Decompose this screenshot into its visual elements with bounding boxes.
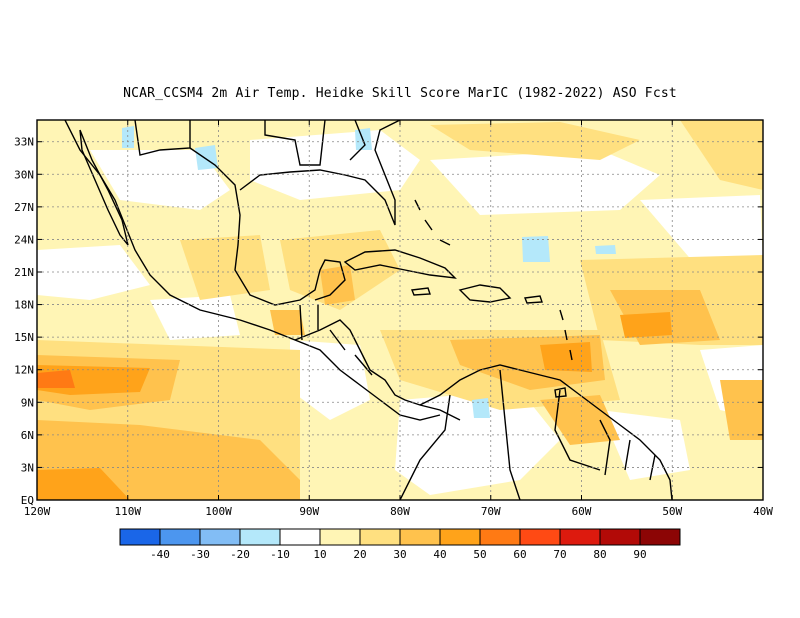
colorbar-swatch — [519, 528, 561, 546]
lon-label: 120W — [24, 505, 51, 518]
coastline — [419, 364, 673, 500]
coastline — [134, 120, 191, 156]
colorbar-label: -40 — [150, 548, 170, 561]
grid — [37, 120, 763, 500]
colorbar-label: -20 — [230, 548, 250, 561]
colorbar-label: 20 — [353, 548, 366, 561]
skill-white-area — [290, 340, 370, 420]
coastlines — [64, 120, 673, 500]
country-border — [499, 369, 521, 500]
colorbar-swatch — [279, 528, 321, 546]
colorbar-label: -10 — [270, 548, 290, 561]
skill-strong-area — [620, 312, 672, 338]
skill-field — [37, 120, 763, 500]
colorbar-label: 10 — [313, 548, 326, 561]
colorbar-swatch — [399, 528, 441, 546]
colorbar-label: -30 — [190, 548, 210, 561]
skill-negative-area — [595, 245, 616, 254]
skill-orange-area — [430, 122, 640, 160]
colorbar-swatch — [599, 528, 641, 546]
lat-label: 6N — [21, 429, 34, 442]
colorbar-swatch — [559, 528, 601, 546]
chart-title: NCAR_CCSM4 2m Air Temp. Heidke Skill Sco… — [123, 86, 677, 101]
lat-label: 3N — [21, 461, 34, 474]
us-border — [349, 120, 366, 161]
lat-label: 24N — [14, 233, 34, 246]
lon-label: 110W — [115, 505, 142, 518]
skill-medium-area — [270, 310, 305, 335]
lon-label: 40W — [753, 505, 773, 518]
coastline — [189, 147, 346, 306]
central-america-border — [299, 304, 373, 376]
coastline — [64, 120, 441, 421]
colorbar-swatch — [639, 528, 681, 546]
skill-strong-area — [37, 468, 130, 500]
colorbar-swatch — [199, 528, 241, 546]
lon-label: 50W — [662, 505, 682, 518]
skill-white-area — [150, 295, 240, 340]
colorbar-swatch — [119, 528, 161, 546]
skill-orange-area — [180, 235, 270, 300]
colorbar-label: 70 — [553, 548, 566, 561]
skill-white-area — [250, 130, 420, 200]
colorbar-swatch — [439, 528, 481, 546]
country-border — [554, 389, 601, 471]
coastline — [239, 120, 401, 226]
lat-label: 18N — [14, 299, 34, 312]
lat-label: 12N — [14, 364, 34, 377]
lat-label: 15N — [14, 331, 34, 344]
colorbar-swatch — [479, 528, 521, 546]
cuba — [343, 249, 457, 279]
bahamas — [414, 199, 451, 246]
colorbar-label: 50 — [473, 548, 486, 561]
skill-medium-area — [540, 395, 620, 445]
skill-medium-area — [320, 265, 355, 305]
skill-white-area — [430, 150, 660, 215]
skill-negative-area — [195, 145, 218, 170]
colorbar-label: 90 — [633, 548, 646, 561]
colorbar-swatch — [359, 528, 401, 546]
country-border — [399, 394, 451, 500]
lat-label: 33N — [14, 136, 34, 149]
skill-negative-area — [522, 236, 550, 262]
lat-label: 30N — [14, 168, 34, 181]
skill-negative-area — [355, 128, 372, 150]
colorbar-label: 60 — [513, 548, 526, 561]
lat-label: EQ — [21, 494, 34, 507]
us-border — [264, 120, 326, 166]
lon-label: 70W — [481, 505, 501, 518]
lat-label: 21N — [14, 266, 34, 279]
jamaica — [411, 287, 431, 296]
skill-strong-area — [540, 342, 592, 372]
colorbar-label: 30 — [393, 548, 406, 561]
lon-label: 80W — [390, 505, 410, 518]
skill-negative-area — [472, 398, 490, 418]
lon-label: 60W — [572, 505, 592, 518]
colorbar-swatch — [239, 528, 281, 546]
lon-label: 90W — [299, 505, 319, 518]
hispaniola — [458, 284, 512, 303]
skill-white-area — [37, 245, 150, 300]
baja-peninsula — [79, 129, 129, 246]
skill-white-area — [640, 195, 763, 270]
skill-white-area — [90, 150, 230, 210]
trinidad — [554, 387, 567, 398]
lesser-antilles — [559, 309, 573, 361]
lon-label: 100W — [205, 505, 232, 518]
colorbar: -40 -30 -20 -10 10 20 30 40 50 60 70 80 90 — [119, 528, 681, 561]
central-america-border — [294, 319, 461, 421]
skill-peak-area — [37, 370, 75, 388]
skill-orange-area — [680, 120, 763, 190]
lat-label: 27N — [14, 201, 34, 214]
colorbar-swatch — [159, 528, 201, 546]
colorbar-label: 80 — [593, 548, 606, 561]
colorbar-swatch — [319, 528, 361, 546]
skill-medium-area — [720, 380, 763, 440]
puerto-rico — [524, 295, 543, 304]
lat-label: 9N — [21, 396, 34, 409]
colorbar-label: 40 — [433, 548, 446, 561]
